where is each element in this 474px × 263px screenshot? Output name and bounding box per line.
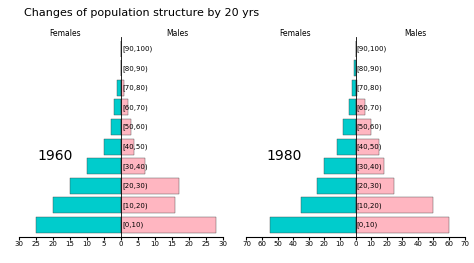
- Bar: [337, 139, 356, 155]
- Text: [20,30): [20,30): [123, 182, 148, 189]
- Bar: [121, 178, 179, 194]
- Text: Changes of population structure by 20 yrs: Changes of population structure by 20 yr…: [24, 8, 259, 18]
- Bar: [356, 217, 449, 233]
- Text: 1960: 1960: [37, 149, 73, 163]
- Bar: [324, 158, 356, 174]
- Bar: [356, 99, 365, 115]
- Text: [10,20): [10,20): [356, 202, 382, 209]
- Bar: [121, 80, 124, 96]
- Text: [60,70): [60,70): [356, 104, 382, 111]
- Text: [30,40): [30,40): [123, 163, 148, 170]
- Bar: [356, 119, 371, 135]
- Text: [70,80): [70,80): [123, 84, 148, 91]
- Bar: [301, 197, 356, 213]
- Text: [0,10): [0,10): [123, 221, 144, 228]
- Text: [90,100): [90,100): [123, 45, 153, 52]
- Text: [20,30): [20,30): [356, 182, 382, 189]
- Bar: [356, 178, 394, 194]
- Bar: [87, 158, 121, 174]
- Bar: [349, 99, 356, 115]
- Text: Males: Males: [404, 29, 427, 38]
- Bar: [343, 119, 356, 135]
- Bar: [356, 197, 433, 213]
- Text: [60,70): [60,70): [123, 104, 148, 111]
- Bar: [352, 80, 356, 96]
- Bar: [356, 139, 379, 155]
- Text: [40,50): [40,50): [356, 143, 382, 150]
- Text: [80,90): [80,90): [123, 65, 148, 72]
- Text: [80,90): [80,90): [356, 65, 382, 72]
- Bar: [356, 80, 357, 96]
- Bar: [121, 119, 131, 135]
- Bar: [121, 217, 216, 233]
- Bar: [118, 80, 121, 96]
- Bar: [70, 178, 121, 194]
- Bar: [36, 217, 121, 233]
- Bar: [121, 197, 175, 213]
- Text: [50,60): [50,60): [123, 124, 148, 130]
- Text: [70,80): [70,80): [356, 84, 382, 91]
- Bar: [121, 158, 145, 174]
- Text: Females: Females: [49, 29, 81, 38]
- Text: 1980: 1980: [266, 149, 301, 163]
- Bar: [354, 60, 356, 76]
- Text: [30,40): [30,40): [356, 163, 382, 170]
- Bar: [317, 178, 356, 194]
- Text: Males: Males: [166, 29, 188, 38]
- Text: [90,100): [90,100): [356, 45, 386, 52]
- Text: [0,10): [0,10): [356, 221, 377, 228]
- Bar: [356, 158, 383, 174]
- Text: [40,50): [40,50): [123, 143, 148, 150]
- Bar: [114, 99, 121, 115]
- Bar: [270, 217, 356, 233]
- Text: [10,20): [10,20): [123, 202, 148, 209]
- Bar: [110, 119, 121, 135]
- Text: [50,60): [50,60): [356, 124, 382, 130]
- Text: Females: Females: [280, 29, 311, 38]
- Bar: [121, 99, 128, 115]
- Bar: [104, 139, 121, 155]
- Bar: [121, 139, 135, 155]
- Bar: [53, 197, 121, 213]
